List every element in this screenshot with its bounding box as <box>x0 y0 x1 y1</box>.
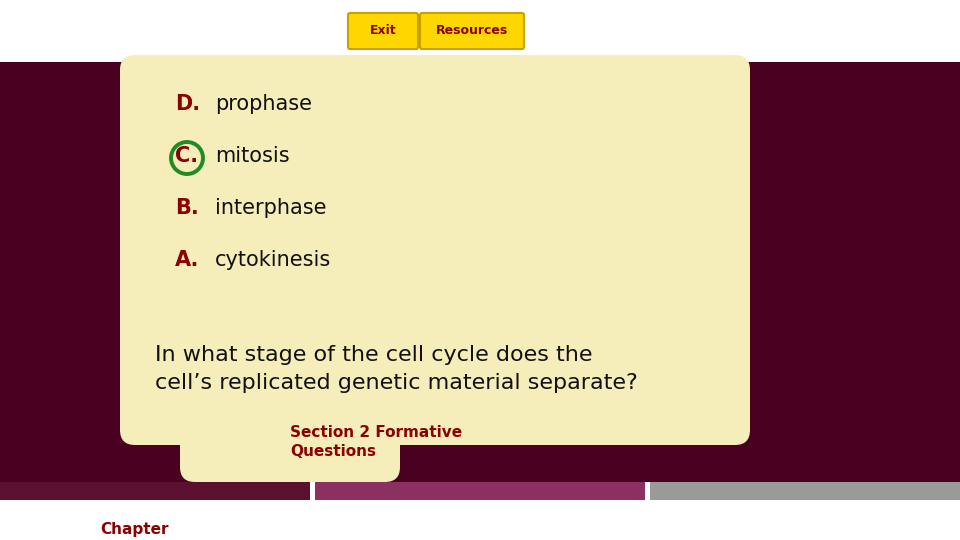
Text: In what stage of the cell cycle does the
cell’s replicated genetic material sepa: In what stage of the cell cycle does the… <box>155 345 637 393</box>
Text: B.: B. <box>175 198 199 218</box>
Bar <box>650 482 960 500</box>
Bar <box>0 482 310 500</box>
Text: D.: D. <box>175 94 200 114</box>
Bar <box>0 62 960 482</box>
Bar <box>180 55 400 72</box>
Text: interphase: interphase <box>215 198 326 218</box>
Text: Chapter: Chapter <box>100 522 169 537</box>
Text: cytokinesis: cytokinesis <box>215 250 331 270</box>
Text: Section 2 Formative
Questions: Section 2 Formative Questions <box>290 425 462 459</box>
Text: C.: C. <box>175 146 198 166</box>
Text: mitosis: mitosis <box>215 146 290 166</box>
FancyBboxPatch shape <box>420 13 524 49</box>
Bar <box>315 482 645 500</box>
Text: Resources: Resources <box>436 24 508 37</box>
Text: prophase: prophase <box>215 94 312 114</box>
FancyBboxPatch shape <box>180 402 400 482</box>
FancyBboxPatch shape <box>348 13 418 49</box>
Text: A.: A. <box>175 250 200 270</box>
Text: Exit: Exit <box>370 24 396 37</box>
FancyBboxPatch shape <box>120 55 750 445</box>
